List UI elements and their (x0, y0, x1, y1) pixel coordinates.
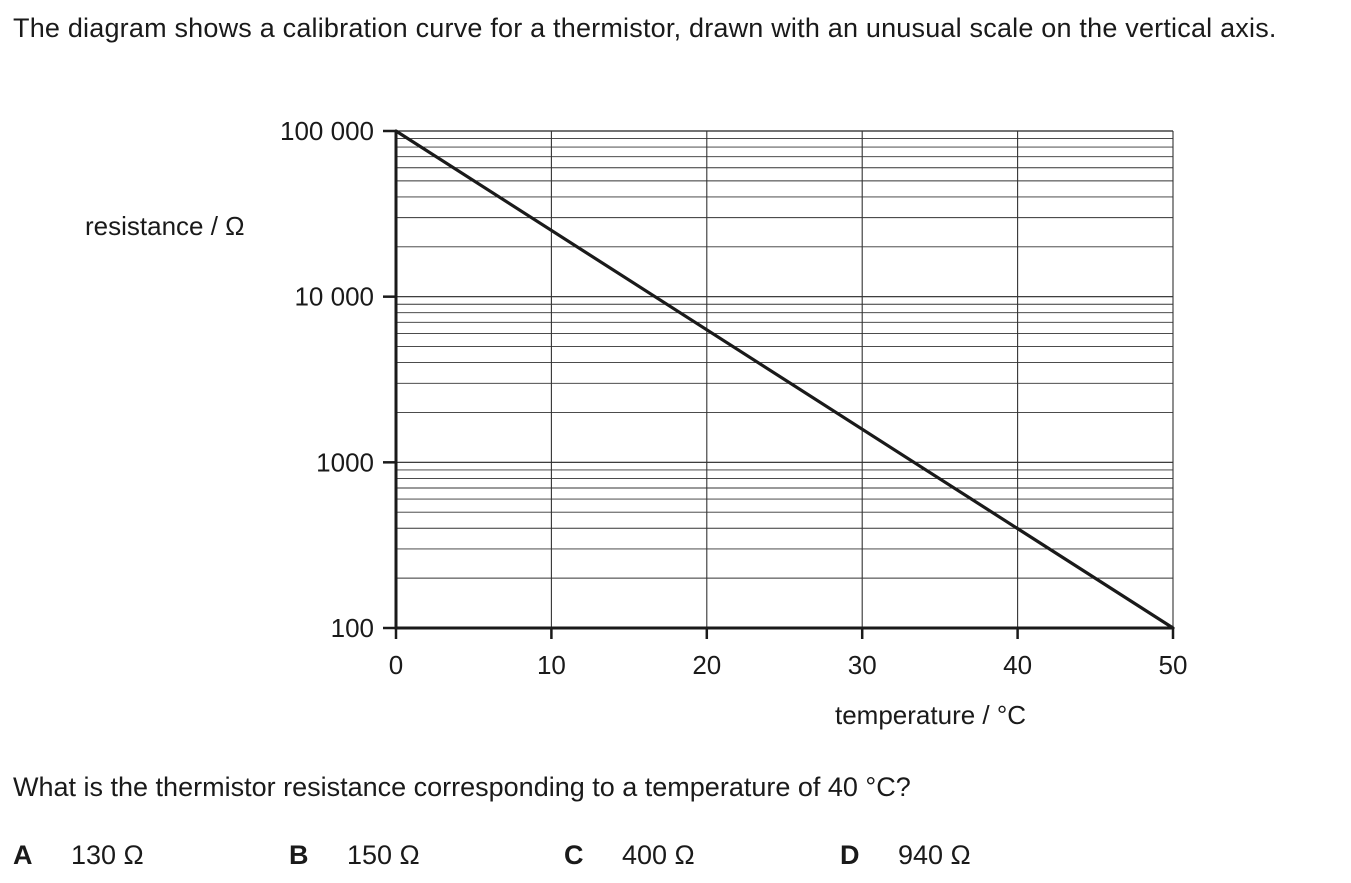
x-axis-label: temperature / °C (835, 700, 1026, 730)
answer-options: A 130 Ω B 150 Ω C 400 Ω D 940 Ω (13, 840, 1113, 876)
x-tick-label: 10 (537, 650, 566, 680)
option-d[interactable]: D 940 Ω (840, 840, 971, 871)
minor-gridlines (396, 138, 1173, 579)
question-intro: The diagram shows a calibration curve fo… (13, 13, 1277, 43)
x-tick-label: 0 (389, 650, 403, 680)
x-tick-label: 50 (1159, 650, 1188, 680)
x-tick-label: 40 (1003, 650, 1032, 680)
option-text: 130 Ω (71, 840, 144, 870)
x-tick-label: 30 (848, 650, 877, 680)
tick-labels: 100 1000 10 000 100 000 0 10 20 30 40 50 (280, 116, 1187, 680)
y-tick-label: 100 (331, 613, 374, 643)
series-layer (394, 129, 1175, 630)
option-b[interactable]: B 150 Ω (289, 840, 420, 871)
question-prompt: What is the thermistor resistance corres… (13, 772, 911, 802)
option-text: 940 Ω (898, 840, 971, 870)
option-text: 150 Ω (347, 840, 420, 870)
option-letter: C (564, 840, 584, 870)
option-c[interactable]: C 400 Ω (564, 840, 695, 871)
option-letter: B (289, 840, 309, 870)
option-letter: A (13, 840, 33, 870)
x-tick-label: 20 (692, 650, 721, 680)
calibration-chart: 100 1000 10 000 100 000 0 10 20 30 40 50 resistan… (85, 116, 1187, 730)
option-text: 400 Ω (622, 840, 695, 870)
y-tick-label: 1000 (316, 447, 374, 477)
y-axis-label: resistance / Ω (85, 211, 245, 241)
option-a[interactable]: A 130 Ω (13, 840, 144, 871)
y-tick-label: 100 000 (280, 116, 374, 146)
axes (383, 129, 1175, 639)
calibration-curve (394, 129, 1175, 630)
option-letter: D (840, 840, 860, 870)
y-tick-label: 10 000 (294, 282, 374, 312)
